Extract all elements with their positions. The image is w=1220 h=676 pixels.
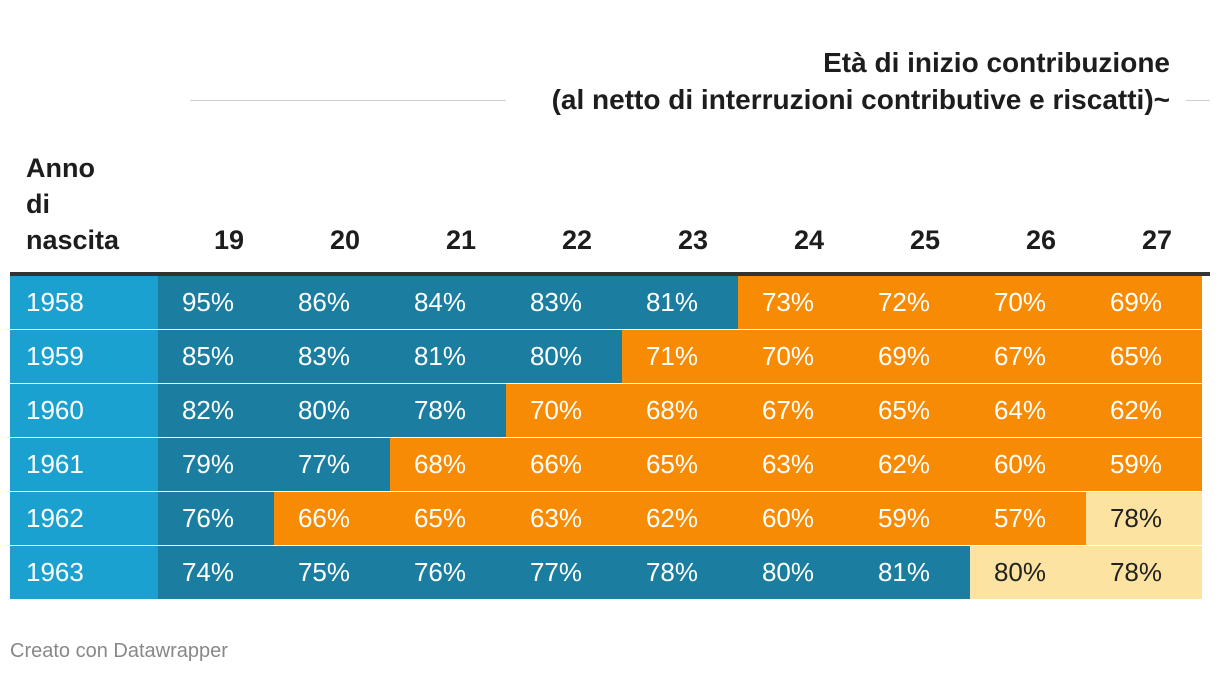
header-divider bbox=[10, 272, 1210, 276]
row-separator bbox=[10, 329, 1210, 330]
column-header: 22 bbox=[561, 225, 592, 255]
header-rule-left bbox=[190, 100, 506, 101]
table-cell: 95% bbox=[158, 276, 274, 329]
chart-header: Età di inizio contribuzione (al netto di… bbox=[0, 0, 1220, 130]
table-cell: 65% bbox=[390, 492, 506, 545]
table-row: 1959 85% 83% 81% 80% 71% 70% 69% 67% 65% bbox=[10, 330, 1210, 384]
row-separator bbox=[10, 491, 1210, 492]
row-separator bbox=[10, 383, 1210, 384]
row-header-label: Anno di nascita bbox=[26, 150, 166, 258]
table-cell: 64% bbox=[970, 384, 1086, 437]
table-cell: 57% bbox=[970, 492, 1086, 545]
row-year-label: 1963 bbox=[10, 546, 158, 599]
table-cell: 80% bbox=[274, 384, 390, 437]
column-group-title: Età di inizio contribuzione (al netto di… bbox=[552, 44, 1170, 118]
table-cell: 83% bbox=[274, 330, 390, 383]
column-header: 19 bbox=[213, 225, 244, 255]
table-cell: 74% bbox=[158, 546, 274, 599]
row-year-label: 1958 bbox=[10, 276, 158, 329]
table-cell: 70% bbox=[970, 276, 1086, 329]
table-cell: 77% bbox=[274, 438, 390, 491]
table-cell: 78% bbox=[390, 384, 506, 437]
row-header-line: di bbox=[26, 189, 50, 219]
row-separator bbox=[10, 437, 1210, 438]
table-row: 1960 82% 80% 78% 70% 68% 67% 65% 64% 62% bbox=[10, 384, 1210, 438]
table-cell: 77% bbox=[506, 546, 622, 599]
header-rule-right bbox=[1186, 100, 1210, 101]
table-row: 1958 95% 86% 84% 83% 81% 73% 72% 70% 69% bbox=[10, 276, 1210, 330]
table-cell: 70% bbox=[506, 384, 622, 437]
column-header: 23 bbox=[677, 225, 708, 255]
table-cell: 68% bbox=[622, 384, 738, 437]
column-group-title-line1: Età di inizio contribuzione bbox=[823, 47, 1170, 78]
table-cell: 76% bbox=[158, 492, 274, 545]
table-row: 1961 79% 77% 68% 66% 65% 63% 62% 60% 59% bbox=[10, 438, 1210, 492]
table-cell: 81% bbox=[854, 546, 970, 599]
table-cell: 71% bbox=[622, 330, 738, 383]
row-header-line: Anno bbox=[26, 153, 95, 183]
table-cell: 66% bbox=[274, 492, 390, 545]
table-cell: 60% bbox=[738, 492, 854, 545]
table-cell: 68% bbox=[390, 438, 506, 491]
table-cell: 69% bbox=[854, 330, 970, 383]
table-row: 1962 76% 66% 65% 63% 62% 60% 59% 57% 78% bbox=[10, 492, 1210, 546]
column-header: 26 bbox=[1025, 225, 1056, 255]
footer-credit: Creato con Datawrapper bbox=[10, 640, 228, 662]
table-cell: 80% bbox=[970, 546, 1086, 599]
column-header: 21 bbox=[445, 225, 476, 255]
table-cell: 80% bbox=[506, 330, 622, 383]
table-cell: 86% bbox=[274, 276, 390, 329]
table-cell: 63% bbox=[738, 438, 854, 491]
table-cell: 66% bbox=[506, 438, 622, 491]
table-cell: 85% bbox=[158, 330, 274, 383]
table-cell: 60% bbox=[970, 438, 1086, 491]
table-cell: 67% bbox=[970, 330, 1086, 383]
row-year-label: 1959 bbox=[10, 330, 158, 383]
table-cell: 62% bbox=[1086, 384, 1202, 437]
row-year-label: 1960 bbox=[10, 384, 158, 437]
table-cell: 82% bbox=[158, 384, 274, 437]
row-header-line: nascita bbox=[26, 225, 120, 255]
row-year-label: 1962 bbox=[10, 492, 158, 545]
table-cell: 63% bbox=[506, 492, 622, 545]
table-cell: 78% bbox=[1086, 492, 1202, 545]
table-cell: 62% bbox=[622, 492, 738, 545]
table-cell: 76% bbox=[390, 546, 506, 599]
table-cell: 67% bbox=[738, 384, 854, 437]
column-header: 24 bbox=[793, 225, 824, 255]
table-cell: 79% bbox=[158, 438, 274, 491]
table-cell: 84% bbox=[390, 276, 506, 329]
table-cell: 75% bbox=[274, 546, 390, 599]
data-table: 1958 95% 86% 84% 83% 81% 73% 72% 70% 69% 1959 85% 83… bbox=[10, 276, 1210, 600]
table-cell: 65% bbox=[622, 438, 738, 491]
table-cell: 81% bbox=[622, 276, 738, 329]
table-cell: 65% bbox=[1086, 330, 1202, 383]
table-cell: 81% bbox=[390, 330, 506, 383]
table-row: 1963 74% 75% 76% 77% 78% 80% 81% 80% 78% bbox=[10, 546, 1210, 600]
column-header: 27 bbox=[1141, 225, 1172, 255]
table-cell: 80% bbox=[738, 546, 854, 599]
table-cell: 59% bbox=[1086, 438, 1202, 491]
table-cell: 65% bbox=[854, 384, 970, 437]
table-cell: 78% bbox=[1086, 546, 1202, 599]
table-cell: 73% bbox=[738, 276, 854, 329]
column-header: 20 bbox=[329, 225, 360, 255]
column-header: 25 bbox=[909, 225, 940, 255]
table-header-row: Anno di nascita 19 20 21 22 23 24 25 26 27 bbox=[10, 150, 1210, 272]
table-cell: 59% bbox=[854, 492, 970, 545]
column-group-title-line2: (al netto di interruzioni contributive e… bbox=[551, 84, 1170, 115]
table-cell: 72% bbox=[854, 276, 970, 329]
table-cell: 78% bbox=[622, 546, 738, 599]
table-cell: 62% bbox=[854, 438, 970, 491]
table-cell: 70% bbox=[738, 330, 854, 383]
row-year-label: 1961 bbox=[10, 438, 158, 491]
table-cell: 69% bbox=[1086, 276, 1202, 329]
table-cell: 83% bbox=[506, 276, 622, 329]
row-separator bbox=[10, 545, 1210, 546]
